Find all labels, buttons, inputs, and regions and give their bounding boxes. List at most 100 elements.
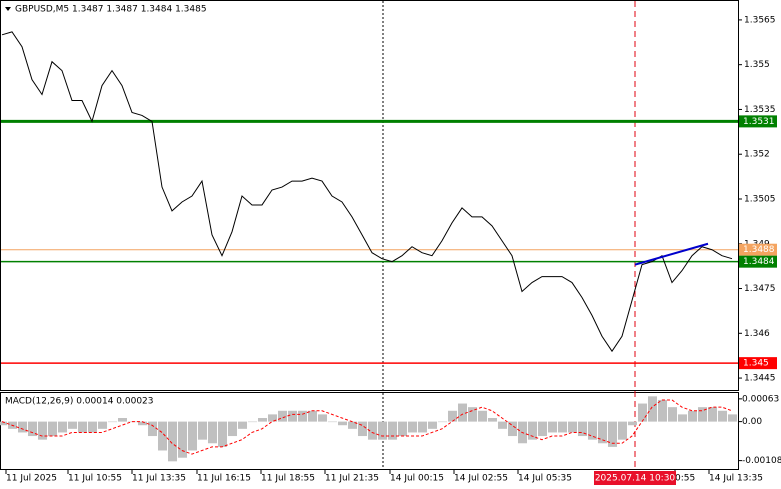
histogram-bar xyxy=(158,421,167,451)
histogram-bar xyxy=(708,407,717,422)
histogram-bar xyxy=(278,410,287,422)
histogram-bar xyxy=(108,421,117,423)
histogram-bar xyxy=(728,414,737,422)
histogram-bar xyxy=(298,410,307,422)
histogram-bar xyxy=(208,421,217,444)
histogram-bar xyxy=(608,421,617,447)
histogram-bar xyxy=(548,421,557,433)
histogram-bar xyxy=(318,414,327,422)
histogram-bar xyxy=(388,421,397,440)
histogram-bar xyxy=(628,421,637,426)
x-tick-label: 14 Jul 00:15 xyxy=(390,474,444,484)
histogram-bar xyxy=(248,421,257,423)
x-tick-label: 0:55 xyxy=(675,474,695,484)
histogram-bar xyxy=(98,421,107,429)
x-tick-label: 14 Jul 13:35 xyxy=(709,474,763,484)
x-tick-label: 11 Jul 18:55 xyxy=(261,474,315,484)
y-tick-label: 0.00063 xyxy=(742,394,779,404)
y-tick-label: 1.3505 xyxy=(744,194,776,204)
x-tick-label: 11 Jul 13:35 xyxy=(132,474,186,484)
histogram-bar xyxy=(138,421,147,426)
y-tick-label: 1.346 xyxy=(744,329,770,339)
histogram-bar xyxy=(358,421,367,437)
histogram-bar xyxy=(258,418,267,422)
crosshair-label-box xyxy=(594,471,676,485)
menu-icon xyxy=(5,7,11,11)
histogram-bar xyxy=(538,421,547,437)
y-tick-label: 1.3475 xyxy=(744,284,776,294)
histogram-bar xyxy=(168,421,177,462)
histogram-bar xyxy=(18,421,27,433)
histogram-bar xyxy=(48,421,57,437)
histogram-bar xyxy=(38,421,47,440)
histogram-bar xyxy=(718,410,727,422)
histogram-bar xyxy=(658,399,667,422)
y-tick-label: 0.00 xyxy=(742,417,762,427)
y-tick-label: -0.00108 xyxy=(742,456,781,466)
histogram-bar xyxy=(78,421,87,433)
level-label: 1.3531 xyxy=(743,117,775,127)
histogram-bar xyxy=(268,414,277,422)
y-tick-label: 1.355 xyxy=(744,60,770,70)
x-tick-label: 11 Jul 10:55 xyxy=(68,474,122,484)
histogram-bar xyxy=(568,421,577,433)
y-tick-label: 1.3535 xyxy=(744,105,776,115)
histogram-bar xyxy=(398,421,407,437)
x-tick-label: 14 Jul 02:55 xyxy=(454,474,508,484)
histogram-bar xyxy=(378,421,387,440)
y-tick-label: 1.3565 xyxy=(744,15,776,25)
y-tick-label: 1.352 xyxy=(744,150,770,160)
histogram-bar xyxy=(578,421,587,437)
histogram-bar xyxy=(458,403,467,422)
level-label-box xyxy=(739,115,777,128)
histogram-bar xyxy=(238,421,247,429)
x-tick-label: 14 Jul 05:35 xyxy=(518,474,572,484)
histogram-bar xyxy=(528,421,537,440)
price-pane xyxy=(0,0,739,391)
level-label-box xyxy=(739,243,777,256)
histogram-bar xyxy=(338,421,347,426)
chart-title: GBPUSD,M5 1.3487 1.3487 1.3484 1.3485 xyxy=(15,5,207,15)
histogram-bar xyxy=(288,410,297,422)
histogram-bar xyxy=(428,421,437,429)
histogram-bar xyxy=(468,407,477,422)
histogram-bar xyxy=(618,421,627,440)
x-tick-label: 11 Jul 16:15 xyxy=(197,474,251,484)
y-tick-label: 1.3445 xyxy=(744,374,776,384)
signal-line xyxy=(1,399,733,455)
histogram-bar xyxy=(688,410,697,422)
histogram-bar xyxy=(478,410,487,422)
level-label-box xyxy=(739,255,777,268)
level-label: 1.3488 xyxy=(743,245,775,255)
histogram-bar xyxy=(348,421,357,429)
histogram-bar xyxy=(588,421,597,440)
histogram-bar xyxy=(648,396,657,422)
histogram-bar xyxy=(598,421,607,444)
histogram-bar xyxy=(178,421,187,458)
histogram-bar xyxy=(368,421,377,440)
x-tick-label: 11 Jul 2025 xyxy=(6,474,57,484)
histogram-bar xyxy=(678,414,687,422)
histogram-bar xyxy=(228,421,237,437)
histogram-bar xyxy=(88,421,97,433)
histogram-bar xyxy=(68,421,77,429)
histogram-bar xyxy=(148,421,157,437)
histogram-bar xyxy=(698,407,707,422)
histogram-bar xyxy=(498,421,507,429)
trendline xyxy=(634,242,709,266)
histogram-bar xyxy=(638,403,647,422)
x-tick-label: 11 Jul 21:35 xyxy=(325,474,379,484)
histogram-bar xyxy=(58,421,67,433)
histogram-bar xyxy=(188,421,197,451)
histogram-bar xyxy=(508,421,517,437)
level-label-box xyxy=(739,357,777,370)
histogram-bar xyxy=(418,421,427,433)
histogram-bar xyxy=(448,410,457,422)
histogram-bar xyxy=(438,421,447,423)
histogram-bar xyxy=(488,418,497,422)
histogram-bar xyxy=(118,418,127,422)
price-line xyxy=(1,31,733,353)
histogram-bar xyxy=(0,421,7,426)
histogram-bar xyxy=(668,407,677,422)
